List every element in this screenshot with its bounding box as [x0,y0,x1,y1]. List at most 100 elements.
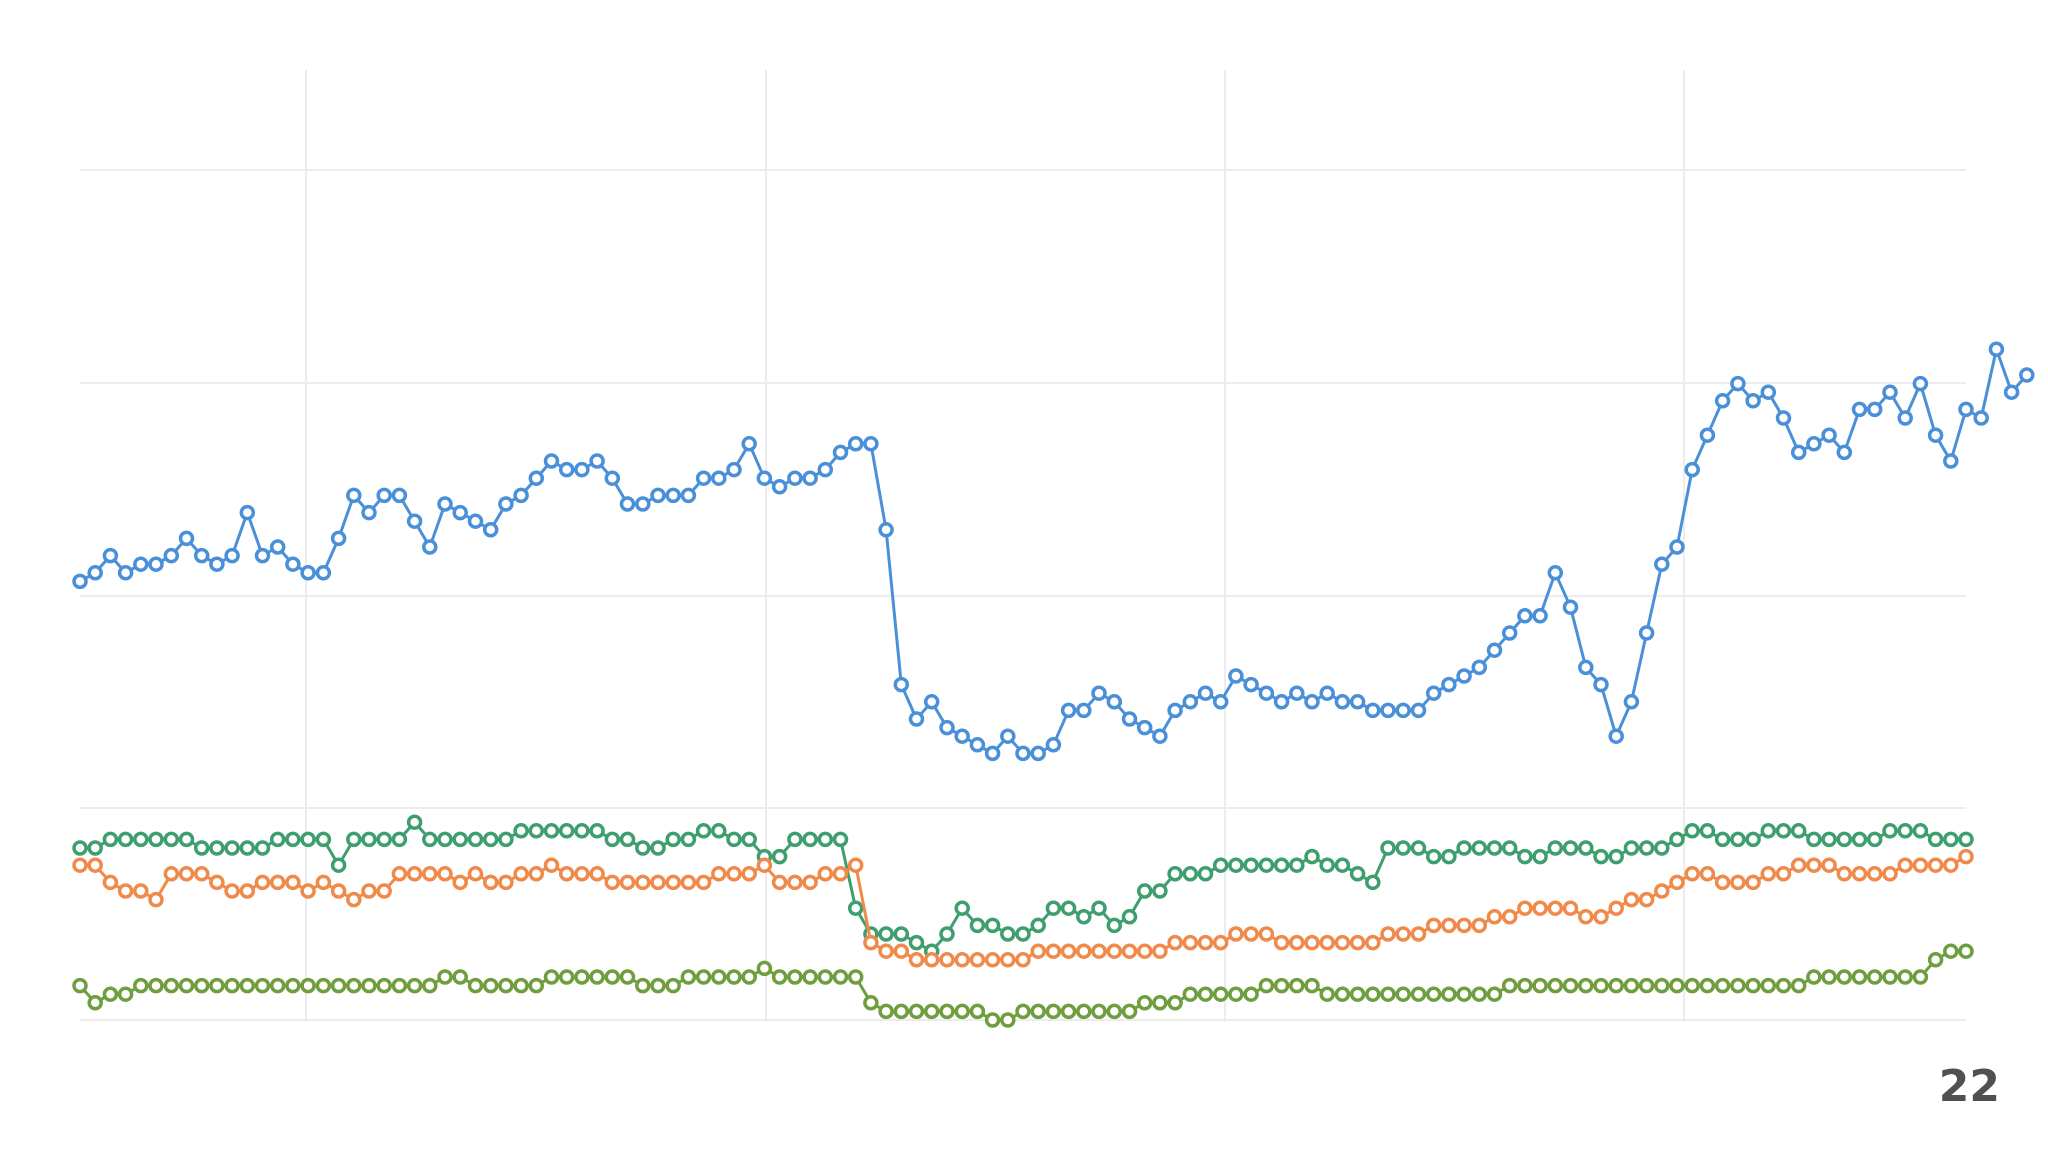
data-point-0-120 [1897,410,1913,426]
data-point-2-70 [1136,943,1153,959]
data-point-3-79 [1273,977,1290,994]
data-point-3-61 [1000,1012,1016,1028]
data-point-0-113 [1790,444,1807,461]
data-point-2-48 [802,874,818,891]
data-point-1-62 [1015,926,1031,942]
data-point-3-49 [817,969,834,985]
data-point-0-104 [1654,556,1670,572]
data-point-2-36 [619,874,636,891]
data-point-1-53 [878,926,894,942]
data-point-3-96 [1532,977,1548,994]
data-point-0-98 [1562,599,1579,615]
data-point-3-92 [1471,986,1488,1002]
data-point-1-23 [422,831,438,848]
data-point-0-71 [1152,728,1168,744]
data-point-2-119 [1882,866,1898,882]
data-point-1-27 [482,831,499,848]
data-point-3-87 [1395,986,1411,1002]
data-point-0-65 [1060,702,1077,719]
data-point-2-21 [391,866,408,882]
data-point-1-83 [1334,857,1351,873]
data-point-0-124 [1958,401,1974,418]
data-point-2-59 [969,952,986,968]
data-point-2-0 [72,857,88,873]
data-point-2-91 [1456,917,1472,934]
data-point-1-38 [650,840,666,856]
data-point-1-118 [1866,831,1883,848]
data-point-3-52 [863,995,879,1011]
data-point-2-10 [224,883,240,899]
data-point-1-48 [802,831,818,848]
data-point-2-114 [1806,857,1822,873]
data-point-1-63 [1030,917,1046,934]
data-point-3-40 [680,969,697,985]
data-point-2-24 [437,866,453,882]
data-point-1-66 [1076,909,1092,925]
data-point-2-81 [1304,934,1320,951]
data-point-1-122 [1927,831,1944,848]
data-point-2-53 [878,943,894,959]
data-point-2-43 [726,866,742,882]
data-point-3-50 [832,969,849,985]
data-point-1-2 [102,831,119,848]
data-point-0-109 [1730,375,1746,392]
data-point-3-93 [1486,986,1503,1002]
data-point-1-36 [619,831,636,848]
data-point-1-41 [695,823,712,839]
data-point-0-66 [1076,702,1092,719]
data-point-0-101 [1608,728,1624,744]
data-point-1-47 [787,831,803,848]
data-point-0-87 [1395,702,1411,719]
data-point-2-52 [863,934,879,951]
data-point-1-31 [543,823,560,839]
data-point-3-14 [285,977,301,994]
data-point-0-97 [1547,565,1564,581]
series-1 [72,814,1974,959]
data-point-1-111 [1760,823,1777,839]
data-point-2-87 [1395,926,1411,942]
data-point-0-64 [1045,737,1062,753]
data-point-1-71 [1152,883,1168,899]
data-point-3-80 [1289,977,1305,994]
data-point-1-76 [1228,857,1244,873]
data-point-0-8 [193,547,210,564]
data-point-2-9 [209,874,225,891]
data-point-2-110 [1745,874,1761,891]
data-point-1-67 [1091,900,1107,916]
data-point-3-91 [1456,986,1472,1002]
data-point-0-69 [1121,711,1138,727]
data-point-0-110 [1745,393,1761,409]
data-point-2-102 [1623,891,1640,908]
data-point-0-38 [650,487,666,504]
data-point-0-70 [1136,719,1153,736]
data-point-3-107 [1699,977,1716,994]
data-point-1-99 [1578,840,1594,856]
data-point-3-19 [361,977,377,994]
data-point-3-73 [1182,986,1199,1002]
data-point-0-90 [1441,676,1457,693]
data-point-0-57 [939,719,955,736]
data-point-1-98 [1562,840,1579,856]
data-point-1-60 [984,917,1001,934]
data-point-0-48 [802,470,818,486]
data-point-3-84 [1349,986,1366,1002]
data-point-0-89 [1425,685,1442,701]
data-point-1-42 [711,823,727,839]
data-point-0-42 [711,470,727,486]
data-point-1-121 [1912,823,1929,839]
data-point-2-39 [665,874,681,891]
data-point-3-1 [87,995,103,1011]
data-point-2-108 [1714,874,1731,891]
data-point-2-28 [498,874,514,891]
data-point-3-60 [984,1012,1001,1028]
data-point-2-80 [1289,934,1305,951]
data-point-1-58 [954,900,970,916]
data-point-0-44 [741,436,757,452]
data-point-1-29 [513,823,529,839]
data-point-2-117 [1851,866,1868,882]
data-point-1-61 [1000,926,1016,942]
data-point-1-79 [1273,857,1290,873]
data-point-3-21 [391,977,408,994]
data-point-2-113 [1790,857,1807,873]
data-point-1-94 [1501,840,1518,856]
